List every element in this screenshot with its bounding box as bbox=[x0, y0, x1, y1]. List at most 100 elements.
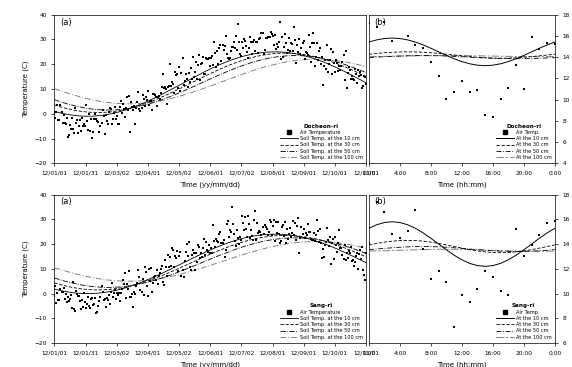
Point bbox=[124, 286, 133, 292]
Point bbox=[328, 71, 337, 77]
Point bbox=[276, 239, 285, 244]
Point bbox=[103, 297, 112, 303]
Point bbox=[97, 283, 106, 289]
Point bbox=[139, 292, 148, 298]
Point bbox=[465, 299, 474, 305]
Point bbox=[73, 292, 82, 298]
Point bbox=[109, 110, 118, 116]
Point bbox=[362, 81, 371, 87]
Point bbox=[101, 113, 110, 119]
Point bbox=[336, 67, 345, 73]
Point bbox=[188, 247, 197, 253]
Point bbox=[235, 241, 244, 247]
Point bbox=[352, 250, 362, 256]
Point bbox=[95, 298, 104, 304]
Point bbox=[60, 296, 69, 302]
Point bbox=[228, 221, 237, 227]
Point bbox=[220, 43, 229, 48]
Point bbox=[80, 121, 89, 127]
Point bbox=[283, 226, 292, 232]
Point bbox=[331, 69, 340, 75]
Point bbox=[256, 229, 265, 235]
Point bbox=[108, 294, 117, 300]
Point bbox=[182, 76, 191, 82]
Point bbox=[267, 31, 276, 37]
Point bbox=[222, 221, 231, 227]
Point bbox=[143, 293, 152, 299]
Text: (b): (b) bbox=[375, 197, 387, 207]
Point bbox=[89, 129, 98, 135]
Point bbox=[201, 239, 210, 244]
Point bbox=[353, 266, 363, 272]
Point bbox=[348, 257, 358, 263]
Point bbox=[228, 44, 237, 50]
Point bbox=[114, 121, 124, 127]
Point bbox=[107, 121, 116, 127]
Point bbox=[280, 219, 289, 225]
Point bbox=[355, 69, 364, 75]
Point bbox=[146, 98, 156, 104]
Point bbox=[262, 34, 271, 40]
Point bbox=[95, 130, 104, 135]
Y-axis label: Temperature (C): Temperature (C) bbox=[22, 61, 29, 117]
Point bbox=[209, 222, 218, 228]
Point bbox=[324, 237, 333, 243]
Point bbox=[307, 237, 316, 243]
Point bbox=[125, 93, 134, 99]
Point bbox=[90, 116, 99, 121]
Point bbox=[258, 224, 267, 229]
Point bbox=[277, 34, 287, 40]
Point bbox=[126, 294, 136, 299]
X-axis label: Time (hh:mm): Time (hh:mm) bbox=[437, 361, 487, 367]
Point bbox=[65, 122, 74, 128]
Point bbox=[170, 90, 179, 96]
Point bbox=[235, 51, 244, 57]
Point bbox=[458, 292, 467, 298]
Point bbox=[248, 233, 257, 239]
Point bbox=[419, 44, 428, 50]
Point bbox=[290, 24, 299, 30]
Point bbox=[259, 51, 268, 57]
Point bbox=[388, 38, 397, 44]
Point bbox=[285, 226, 295, 232]
Point bbox=[349, 264, 358, 269]
Point bbox=[73, 131, 82, 137]
Point bbox=[206, 55, 216, 61]
Point bbox=[344, 64, 353, 70]
Point bbox=[107, 280, 116, 286]
Point bbox=[54, 117, 63, 123]
Point bbox=[252, 39, 261, 44]
Point bbox=[355, 247, 364, 253]
Point bbox=[185, 265, 194, 270]
Point bbox=[150, 273, 160, 279]
Point bbox=[239, 45, 248, 51]
Point bbox=[99, 297, 108, 303]
Point bbox=[134, 89, 143, 95]
Point bbox=[271, 219, 280, 225]
Point bbox=[138, 276, 147, 282]
Point bbox=[248, 51, 257, 57]
Point bbox=[210, 244, 220, 250]
Point bbox=[358, 85, 367, 91]
Point bbox=[261, 224, 270, 230]
X-axis label: Time (yy/mm/dd): Time (yy/mm/dd) bbox=[180, 361, 240, 367]
Point bbox=[241, 226, 251, 232]
Point bbox=[316, 240, 325, 246]
Point bbox=[179, 274, 188, 280]
Point bbox=[295, 250, 304, 255]
Point bbox=[59, 112, 68, 117]
Point bbox=[231, 33, 240, 39]
Point bbox=[84, 127, 93, 133]
Point bbox=[310, 63, 319, 69]
Point bbox=[285, 232, 294, 237]
Point bbox=[261, 34, 270, 40]
Point bbox=[264, 6, 273, 11]
Point bbox=[329, 60, 339, 66]
Text: (a): (a) bbox=[61, 197, 72, 207]
Point bbox=[332, 242, 341, 248]
Legend: Air Temp., At the 10 cm, At the 30 cm, At the 50 cm, At the 100 cm: Air Temp., At the 10 cm, At the 30 cm, A… bbox=[495, 302, 553, 341]
Point bbox=[288, 230, 297, 236]
Point bbox=[129, 304, 138, 310]
Point bbox=[106, 106, 116, 112]
Point bbox=[197, 60, 206, 66]
